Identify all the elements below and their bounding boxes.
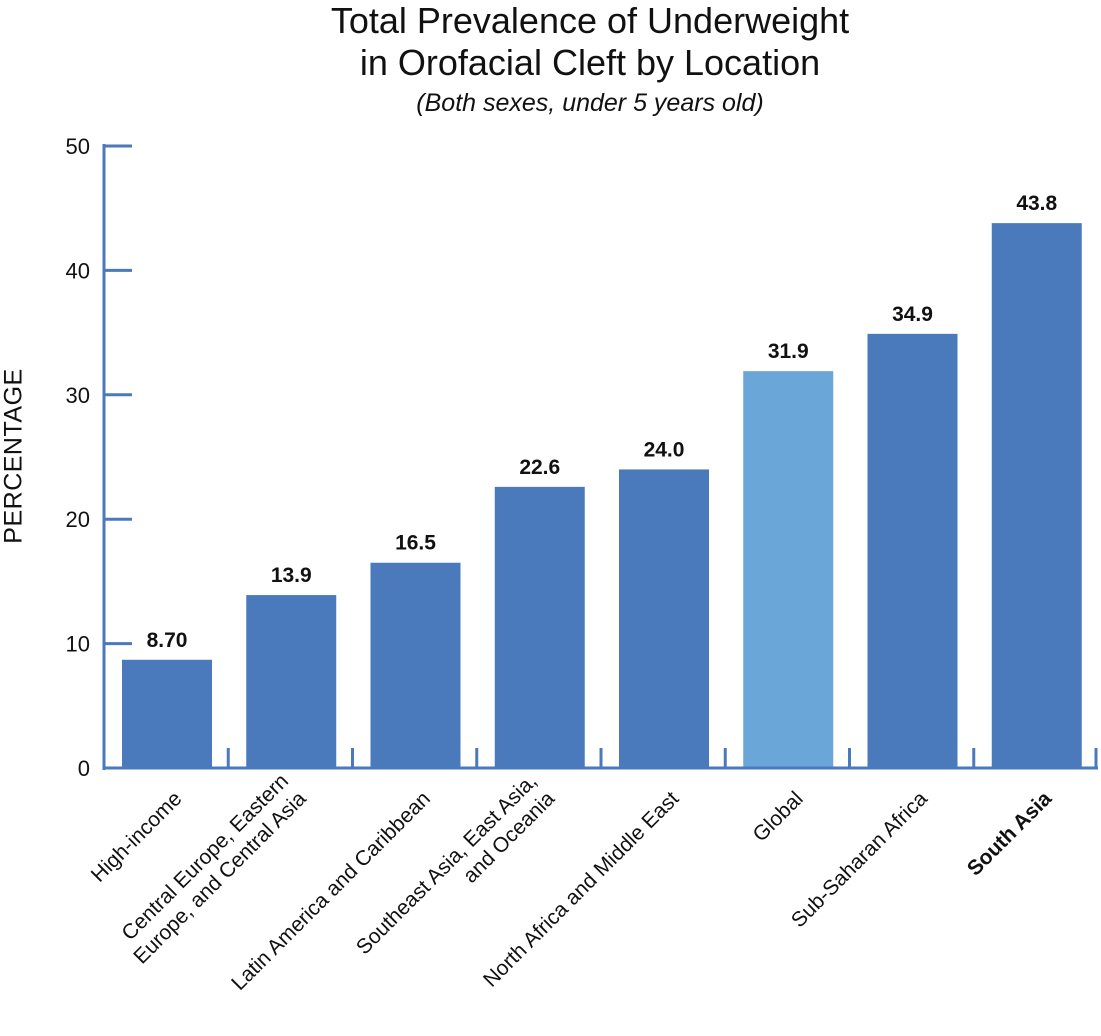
x-category-line-6-0: Sub-Saharan Africa (787, 787, 932, 932)
chart-title-line-1: Total Prevalence of Underweight (330, 0, 850, 41)
x-category-line-0-0: High-income (87, 787, 187, 887)
bar-4 (619, 469, 709, 768)
y-tick-label-4: 40 (66, 258, 90, 283)
x-category-label-5: Global (748, 787, 807, 846)
x-category-line-1-0: Central Europe, Eastern (117, 769, 293, 945)
bar-3 (494, 486, 585, 768)
chart-subtitle: (Both sexes, under 5 years old) (416, 89, 764, 117)
bar-7 (991, 223, 1082, 769)
x-category-label-text-7: South Asia (963, 787, 1056, 880)
x-category-line-3-0: Southeast Asia, East Asia, (352, 769, 542, 959)
bar-value-label-2: 16.5 (395, 532, 436, 555)
y-tick-label-5: 50 (66, 134, 90, 159)
x-category-label-4: North Africa and Middle East (479, 787, 684, 992)
bar-value-label-4: 24.0 (644, 438, 685, 461)
x-category-line-5-0: Global (748, 787, 807, 846)
bar-value-label-5: 31.9 (768, 340, 809, 363)
bar-value-label-1: 13.9 (271, 564, 312, 587)
bars-layer (122, 223, 1082, 769)
x-category-label-text-0: High-income (87, 787, 187, 887)
y-tick-label-0: 0 (78, 756, 90, 781)
bar-2 (370, 562, 461, 768)
chart-title-line-2: in Orofacial Cleft by Location (359, 42, 821, 83)
bar-1 (246, 595, 337, 768)
x-category-line-7-0: South Asia (963, 787, 1056, 880)
bar-5 (743, 371, 834, 768)
x-category-label-text-6: Sub-Saharan Africa (787, 787, 932, 932)
bar-value-label-7: 43.8 (1016, 192, 1057, 215)
y-tick-label-2: 20 (66, 507, 90, 532)
x-category-label-text-4: North Africa and Middle East (479, 787, 684, 992)
bar-value-label-0: 8.70 (147, 629, 188, 652)
bar-value-label-6: 34.9 (892, 303, 933, 326)
x-category-label-text-5: Global (748, 787, 807, 846)
x-category-label-6: Sub-Saharan Africa (787, 787, 932, 932)
x-category-label-0: High-income (87, 787, 187, 887)
y-tick-label-1: 10 (66, 632, 90, 657)
chart-title: Total Prevalence of Underweight in Orofa… (0, 0, 1101, 84)
x-category-line-4-0: North Africa and Middle East (479, 787, 684, 992)
y-tick-label-3: 30 (66, 383, 90, 408)
axes-layer (102, 144, 1098, 770)
bar-value-label-3: 22.6 (519, 456, 560, 479)
bar-0 (122, 659, 212, 768)
x-category-label-7: South Asia (963, 787, 1056, 880)
bar-6 (867, 333, 958, 768)
